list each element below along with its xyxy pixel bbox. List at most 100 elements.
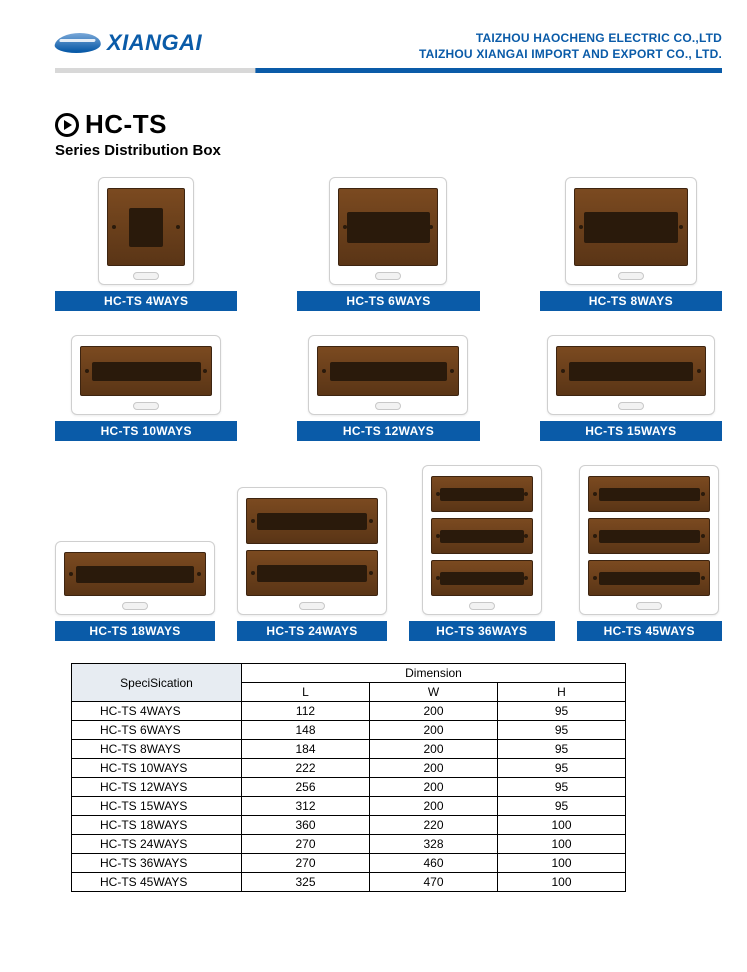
product-label: HC-TS 6WAYS [297,291,479,311]
cell-w: 200 [370,721,498,740]
product-cell: HC-TS 10WAYS [55,335,237,441]
cell-model: HC-TS 24WAYS [72,835,242,854]
box-window [574,188,688,266]
product-cell: HC-TS 12WAYS [297,335,479,441]
product-row-3: HC-TS 18WAYS HC-TS 24WAYS HC-TS 36WAYS H… [55,465,722,641]
company-line-1: TAIZHOU HAOCHENG ELECTRIC CO.,LTD [419,30,722,46]
cell-l: 184 [242,740,370,759]
cell-h: 95 [498,740,626,759]
cell-h: 95 [498,797,626,816]
cell-model: HC-TS 10WAYS [72,759,242,778]
cell-w: 470 [370,873,498,892]
cell-h: 100 [498,873,626,892]
cell-model: HC-TS 18WAYS [72,816,242,835]
box-latch-icon [375,272,401,280]
table-header-spec: SpeciSication [72,664,242,702]
product-image [98,177,194,285]
company-line-2: TAIZHOU XIANGAI IMPORT AND EXPORT CO., L… [419,46,722,62]
cell-model: HC-TS 4WAYS [72,702,242,721]
box-latch-icon [133,402,159,410]
logo: XIANGAI [55,30,202,56]
product-label: HC-TS 12WAYS [297,421,479,441]
box-window [556,346,706,396]
cell-h: 95 [498,702,626,721]
table-row: HC-TS 6WAYS14820095 [72,721,626,740]
box-latch-icon [469,602,495,610]
product-image [329,177,447,285]
table-row: HC-TS 12WAYS25620095 [72,778,626,797]
product-image [55,541,215,615]
box-window [588,476,710,512]
product-cell: HC-TS 6WAYS [297,177,479,311]
title-row: HC-TS [55,109,722,140]
product-cell: HC-TS 8WAYS [540,177,722,311]
cell-h: 95 [498,778,626,797]
box-window [431,476,533,512]
box-latch-icon [636,602,662,610]
series-subtitle: Series Distribution Box [55,142,722,159]
product-cell: HC-TS 18WAYS [55,465,215,641]
box-latch-icon [299,602,325,610]
box-window [338,188,438,266]
box-latch-icon [122,602,148,610]
cell-model: HC-TS 15WAYS [72,797,242,816]
cell-w: 200 [370,759,498,778]
header-divider [55,68,722,73]
cell-h: 100 [498,854,626,873]
product-image [547,335,715,415]
table-row: HC-TS 4WAYS11220095 [72,702,626,721]
box-window [317,346,459,396]
cell-model: HC-TS 12WAYS [72,778,242,797]
cell-model: HC-TS 8WAYS [72,740,242,759]
product-cell: HC-TS 24WAYS [237,465,387,641]
cell-w: 200 [370,778,498,797]
cell-w: 328 [370,835,498,854]
cell-model: HC-TS 45WAYS [72,873,242,892]
box-window [64,552,206,596]
table-row: HC-TS 36WAYS270460100 [72,854,626,873]
cell-h: 100 [498,816,626,835]
page-header: XIANGAI TAIZHOU HAOCHENG ELECTRIC CO.,LT… [55,30,722,62]
table-row: HC-TS 10WAYS22220095 [72,759,626,778]
product-image [579,465,719,615]
product-label: HC-TS 8WAYS [540,291,722,311]
product-cell: HC-TS 45WAYS [577,465,723,641]
table-row: HC-TS 45WAYS325470100 [72,873,626,892]
product-cell: HC-TS 15WAYS [540,335,722,441]
table-col-h: H [498,683,626,702]
cell-l: 360 [242,816,370,835]
brand-name: XIANGAI [107,30,202,56]
cell-l: 270 [242,854,370,873]
box-window [246,498,378,544]
box-window [431,560,533,596]
table-row: HC-TS 15WAYS31220095 [72,797,626,816]
product-label: HC-TS 4WAYS [55,291,237,311]
product-label: HC-TS 45WAYS [577,621,723,641]
table-col-w: W [370,683,498,702]
box-window [107,188,185,266]
product-image [422,465,542,615]
product-label: HC-TS 18WAYS [55,621,215,641]
cell-l: 270 [242,835,370,854]
logo-swoosh-icon [53,33,103,53]
box-latch-icon [618,272,644,280]
table-row: HC-TS 24WAYS270328100 [72,835,626,854]
cell-l: 112 [242,702,370,721]
product-label: HC-TS 15WAYS [540,421,722,441]
cell-l: 222 [242,759,370,778]
cell-w: 200 [370,797,498,816]
cell-h: 95 [498,721,626,740]
product-image [308,335,468,415]
cell-model: HC-TS 6WAYS [72,721,242,740]
play-circle-icon [55,113,79,137]
cell-w: 200 [370,702,498,721]
cell-w: 460 [370,854,498,873]
cell-l: 256 [242,778,370,797]
table-row: HC-TS 18WAYS360220100 [72,816,626,835]
product-cell: HC-TS 4WAYS [55,177,237,311]
box-window [431,518,533,554]
box-latch-icon [133,272,159,280]
product-image [237,487,387,615]
table-row: HC-TS 8WAYS18420095 [72,740,626,759]
table-col-l: L [242,683,370,702]
